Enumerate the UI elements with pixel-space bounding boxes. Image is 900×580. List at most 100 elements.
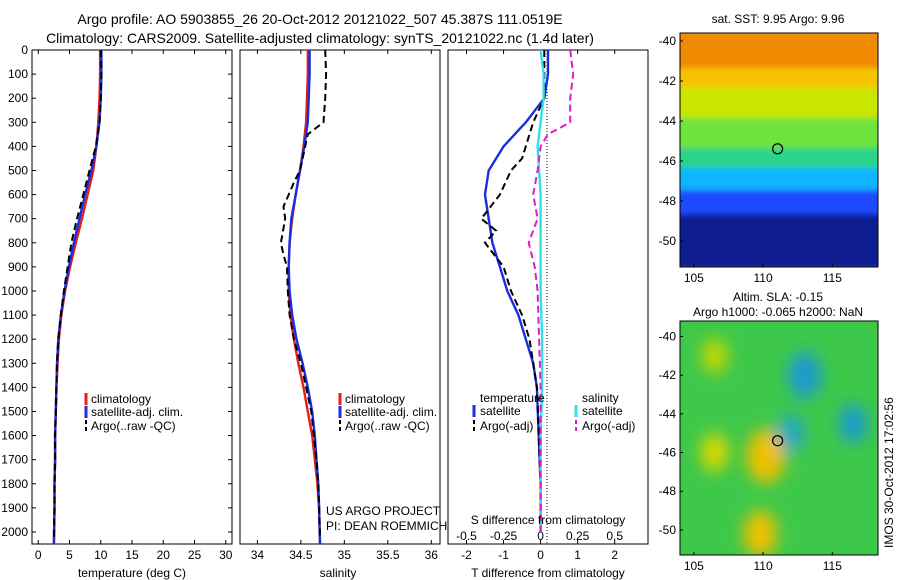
- sla-anomaly: [776, 413, 805, 453]
- x-tick-label: 35.5: [376, 548, 400, 562]
- figure-title-line2: Climatology: CARS2009. Satellite-adjuste…: [46, 30, 594, 46]
- lat-tick-label: -48: [659, 194, 677, 208]
- sst-map-axes: 105 110 115 -40 -42 -44 -46 -48 -50: [659, 34, 843, 285]
- x-tick-label: 5: [66, 548, 73, 562]
- project-label: US ARGO PROJECT: [326, 504, 441, 518]
- sst-heatmap: [680, 33, 878, 267]
- temperature-legend: climatology satellite-adj. clim. Argo(..…: [84, 392, 183, 433]
- depth-tick-label: 1700: [1, 453, 28, 467]
- lat-tick-label: -42: [659, 368, 677, 382]
- lon-tick-label: 105: [684, 271, 704, 285]
- depth-tick-label: 0: [21, 43, 28, 57]
- imos-timestamp: IMOS 30-Oct-2012 17:02:56: [882, 397, 896, 548]
- argo-float-marker: [772, 435, 784, 447]
- sst-map-panel: sat. SST: 9.95 Argo: 9.96 105 110 115 -40 -4…: [659, 12, 879, 285]
- depth-tick-label: 1000: [1, 284, 28, 298]
- x-tick-label: 0: [35, 548, 42, 562]
- sla-map-title-line1: Altim. SLA: -0.15: [733, 290, 823, 304]
- lat-tick-label: -42: [659, 74, 677, 88]
- depth-tick-label: 1400: [1, 380, 28, 394]
- x-tick-label: 15: [125, 548, 139, 562]
- x-tick-label: 10: [94, 548, 108, 562]
- lon-tick-label: 105: [684, 559, 704, 573]
- depth-tick-label: 1800: [1, 477, 28, 491]
- sla-anomaly: [839, 404, 867, 443]
- depth-tick-label: 500: [8, 163, 28, 177]
- depth-tick-label: 1200: [1, 332, 28, 346]
- legend-label-t-satellite: satellite: [480, 404, 521, 418]
- legend-label-climatology: climatology: [345, 392, 405, 406]
- depth-tick-label: 1600: [1, 429, 28, 443]
- depth-tick-label: 800: [8, 236, 28, 250]
- sla-anomaly: [702, 338, 728, 374]
- legend-title-salinity: salinity: [582, 391, 619, 405]
- legend-label-s-argo: Argo(-adj): [582, 419, 635, 433]
- depth-tick-label: 1100: [2, 308, 28, 322]
- series-line-argo-raw-qc: [279, 49, 328, 540]
- s-tick-label: -0.25: [490, 529, 518, 543]
- salinity-xlabel: salinity: [320, 566, 357, 580]
- legend-label-s-satellite: satellite: [582, 404, 623, 418]
- t-difference-xlabel: T difference from climatology: [471, 566, 625, 580]
- x-tick-label: 34: [251, 548, 265, 562]
- x-tick-label: 0: [537, 548, 544, 562]
- legend-label-satellite: satellite-adj. clim.: [91, 405, 183, 419]
- difference-panel: -2 -1 0 1 2 -0.5 -0.25 0 0.25 0.5 S difference f…: [447, 49, 649, 580]
- x-tick-label: 34.5: [289, 548, 313, 562]
- depth-axis: 0 100 200 300 400 500 600 700 800 900 1000 1100 1200…: [1, 43, 232, 539]
- lat-tick-label: -40: [659, 34, 677, 48]
- s-difference-x-axis: -0.5 -0.25 0 0.25 0.5: [456, 529, 623, 543]
- lat-tick-label: -44: [659, 407, 677, 421]
- argo-float-marker: [772, 143, 784, 155]
- pi-label: PI: DEAN ROEMMICH: [326, 519, 447, 533]
- sla-anomaly: [746, 429, 786, 484]
- depth-tick-label: 1900: [1, 501, 28, 515]
- difference-series-lines: [479, 49, 575, 532]
- s-tick-label: 0: [537, 529, 544, 543]
- salinity-panel: 34 34.5 35 35.5 36 salinity climatology sate…: [239, 49, 447, 580]
- legend-title-temperature: temperature: [480, 391, 545, 405]
- sla-map-panel: Altim. SLA: -0.15 Argo h1000: -0.065 h20…: [659, 290, 879, 573]
- x-tick-label: -2: [461, 548, 472, 562]
- temperature-panel: 0100200300400500600700800900100011001200…: [1, 43, 232, 580]
- t-difference-x-axis: -2 -1 0 1 2: [461, 50, 618, 562]
- x-tick-label: 20: [157, 548, 171, 562]
- legend-label-argo: Argo(..raw -QC): [91, 419, 176, 433]
- lat-tick-label: -44: [659, 114, 677, 128]
- series-line-argo-raw-qc: [52, 49, 103, 540]
- legend-label-argo: Argo(..raw -QC): [345, 419, 430, 433]
- depth-tick-label: 300: [8, 115, 28, 129]
- depth-tick-label: 1300: [1, 356, 28, 370]
- x-tick-label: 25: [188, 548, 202, 562]
- x-tick-label: 36: [425, 548, 439, 562]
- sla-map-frame: [679, 320, 879, 556]
- series-line-temperature-argo-adj: [479, 50, 546, 532]
- sla-heatmap: [680, 321, 878, 555]
- lat-tick-label: -50: [659, 523, 677, 537]
- sla-anomaly: [788, 351, 822, 399]
- depth-tick-label: 200: [8, 91, 28, 105]
- sst-map-title: sat. SST: 9.95 Argo: 9.96: [712, 12, 845, 26]
- temperature-x-axis: 0 5 10 15 20 25 30: [35, 50, 233, 562]
- depth-tick-label: 600: [8, 188, 28, 202]
- s-tick-label: 0.5: [606, 529, 623, 543]
- depth-tick-label: 2000: [1, 525, 28, 539]
- lat-tick-label: -48: [659, 484, 677, 498]
- x-tick-label: 2: [611, 548, 618, 562]
- figure-title-line1: Argo profile: AO 5903855_26 20-Oct-2012 …: [77, 11, 562, 27]
- sst-zone: [680, 33, 878, 74]
- s-difference-label: S difference from climatology: [471, 513, 626, 527]
- sla-map-axes: 105 110 115 -40 -42 -44 -46 -48 -50: [659, 329, 843, 573]
- x-tick-label: 1: [574, 548, 581, 562]
- legend-label-climatology: climatology: [91, 392, 151, 406]
- lon-tick-label: 110: [754, 271, 773, 285]
- temperature-xlabel: temperature (deg C): [78, 566, 186, 580]
- legend-label-t-argo: Argo(-adj): [480, 419, 533, 433]
- sst-zones: [680, 33, 878, 267]
- s-tick-label: -0.5: [456, 529, 477, 543]
- temperature-series-lines: [52, 49, 103, 545]
- depth-tick-label: 1500: [1, 404, 28, 418]
- depth-tick-label: 700: [8, 212, 28, 226]
- lon-tick-label: 110: [754, 559, 773, 573]
